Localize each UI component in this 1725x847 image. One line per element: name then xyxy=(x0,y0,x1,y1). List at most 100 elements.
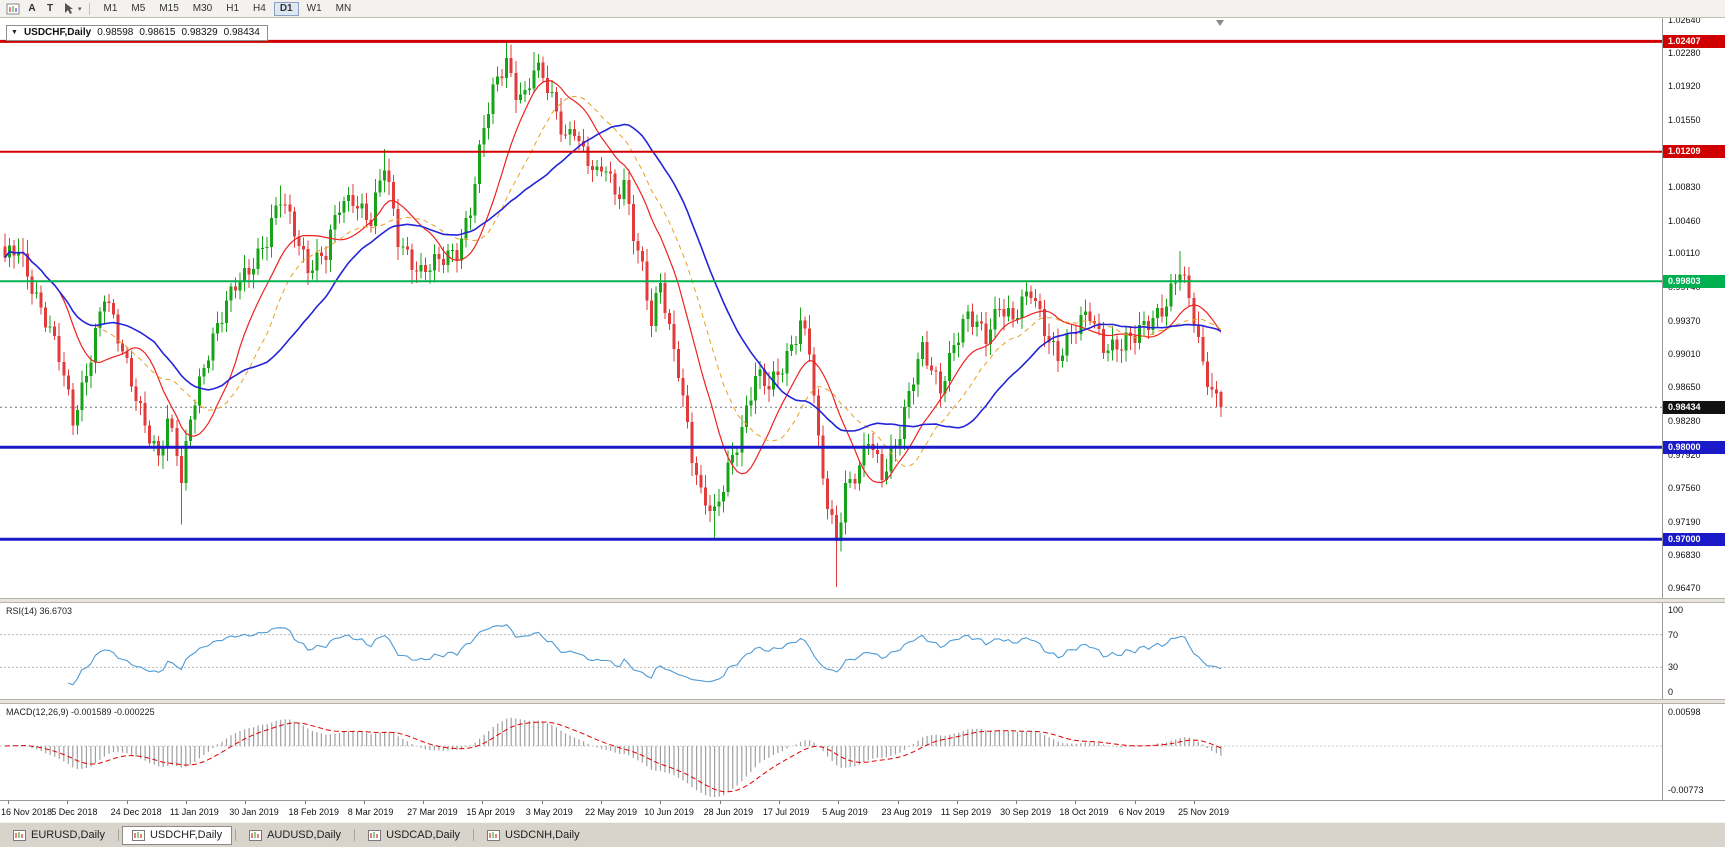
price-tick-label: 1.02640 xyxy=(1668,18,1701,25)
date-label: 25 Nov 2019 xyxy=(1178,807,1230,817)
timeframe-m30-button[interactable]: M30 xyxy=(187,2,218,16)
timeframe-w1-button[interactable]: W1 xyxy=(301,2,328,16)
time-tick xyxy=(67,801,69,804)
ma-13-line[interactable] xyxy=(4,79,1222,484)
time-tick xyxy=(660,801,662,804)
cursor-tool-button[interactable] xyxy=(60,2,78,16)
panel-divider[interactable] xyxy=(0,598,1725,603)
tab-label: EURUSD,Daily xyxy=(31,829,105,841)
macd-canvas[interactable] xyxy=(0,704,1662,800)
price-tick-label: 1.00460 xyxy=(1668,215,1701,226)
ohlc-open-value: 0.98598 xyxy=(97,27,134,38)
level-price-badge: 0.97000 xyxy=(1663,532,1725,546)
macd-axis[interactable]: 0.00598 -0.00773 xyxy=(1662,704,1725,800)
date-label: 24 Dec 2018 xyxy=(110,807,162,817)
date-label: 18 Feb 2019 xyxy=(288,807,340,817)
chart-shift-marker[interactable] xyxy=(1216,20,1224,26)
time-tick xyxy=(956,801,958,804)
time-tick xyxy=(363,801,365,804)
date-label: 27 Mar 2019 xyxy=(407,807,458,817)
current-price-badge: 0.98434 xyxy=(1663,400,1725,414)
tab-eurusd-daily[interactable]: EURUSD,Daily xyxy=(3,826,115,845)
symbol-period-label: USDCHF,Daily xyxy=(23,27,92,38)
panel-divider[interactable] xyxy=(0,699,1725,704)
chart-tab-icon xyxy=(487,829,501,841)
date-label: 11 Jan 2019 xyxy=(169,807,219,817)
text-tool-button[interactable]: T xyxy=(42,2,58,16)
chart-tab-icon xyxy=(131,829,145,841)
chevron-down-icon[interactable]: ▾ xyxy=(78,5,82,13)
ohlc-high-value: 0.98615 xyxy=(139,27,176,38)
main-chart-panel: ▼ USDCHF,Daily 0.98598 0.98615 0.98329 0… xyxy=(0,18,1725,598)
time-tick xyxy=(8,801,9,804)
symbol-dropdown-icon: ▼ xyxy=(11,29,18,36)
date-label: 15 Apr 2019 xyxy=(466,807,515,817)
rsi-label: RSI(14) 36.6703 xyxy=(6,606,73,616)
level-price-badge: 1.02407 xyxy=(1663,34,1725,48)
timeframe-m15-button[interactable]: M15 xyxy=(153,2,184,16)
level-price-badge: 0.98000 xyxy=(1663,440,1725,454)
time-tick xyxy=(778,801,780,804)
time-tick xyxy=(541,801,543,804)
tab-audusd-daily[interactable]: AUDUSD,Daily xyxy=(239,826,351,845)
time-tick xyxy=(482,801,484,804)
rsi-axis[interactable]: 100 70 30 0 xyxy=(1662,603,1725,699)
tab-usdcnh-daily[interactable]: USDCNH,Daily xyxy=(477,826,590,845)
date-label: 5 Dec 2018 xyxy=(51,807,98,817)
time-tick xyxy=(423,801,425,804)
date-label: 10 Jun 2019 xyxy=(644,807,694,817)
timeframe-m5-button[interactable]: M5 xyxy=(125,2,151,16)
date-label: 17 Jul 2019 xyxy=(762,807,810,817)
tab-usdcad-daily[interactable]: USDCAD,Daily xyxy=(358,826,470,845)
time-tick xyxy=(245,801,247,804)
chart-tabs-bar: EURUSD,Daily USDCHF,Daily AUDUSD,Daily USDC… xyxy=(0,822,1725,847)
time-tick xyxy=(719,801,721,804)
date-label: 3 May 2019 xyxy=(525,807,573,817)
toolbar-separator xyxy=(88,2,90,15)
tab-divider xyxy=(117,829,119,841)
date-label: 18 Oct 2019 xyxy=(1059,807,1109,817)
price-tick-label: 0.99370 xyxy=(1668,316,1701,326)
timeframe-m1-button[interactable]: M1 xyxy=(98,2,124,16)
price-tick-label: 0.97560 xyxy=(1668,482,1701,493)
price-tick-label: 1.00110 xyxy=(1668,247,1700,258)
date-label: 28 Jun 2019 xyxy=(703,807,754,817)
time-tick xyxy=(126,801,128,804)
timeframe-h1-button[interactable]: H1 xyxy=(220,2,245,16)
time-tick xyxy=(1075,801,1077,804)
chart-icon[interactable] xyxy=(4,2,22,16)
main-chart-canvas[interactable] xyxy=(0,18,1662,598)
timeframe-mn-button[interactable]: MN xyxy=(330,2,358,16)
date-label: 23 Aug 2019 xyxy=(881,807,933,817)
chart-tab-icon xyxy=(13,829,26,841)
timeframe-d1-button[interactable]: D1 xyxy=(273,1,299,16)
macd-histogram xyxy=(8,717,1222,798)
rsi-canvas[interactable] xyxy=(0,603,1662,699)
price-tick-label: 0.99010 xyxy=(1668,349,1701,360)
chart-title-box[interactable]: ▼ USDCHF,Daily 0.98598 0.98615 0.98329 0… xyxy=(6,25,268,41)
rsi-line xyxy=(68,624,1222,686)
macd-panel: MACD(12,26,9) -0.001589 -0.000225 0.0059… xyxy=(0,704,1725,800)
time-tick xyxy=(838,801,840,804)
date-label: 30 Jan 2019 xyxy=(229,807,279,817)
arrow-style-button[interactable]: A xyxy=(24,2,40,16)
ma-34-line[interactable] xyxy=(4,123,1222,432)
price-tick-label: 0.98650 xyxy=(1668,382,1701,393)
timeframe-h4-button[interactable]: H4 xyxy=(247,2,272,16)
rsi-tick-label: 100 xyxy=(1668,605,1684,615)
time-tick xyxy=(897,801,899,804)
tab-label: USDCAD,Daily xyxy=(386,829,461,841)
time-axis[interactable]: 16 Nov 2018 5 Dec 2018 24 Dec 2018 11 Jan 2… xyxy=(0,800,1725,822)
price-axis[interactable]: 1.026401.022801.019201.015501.011901.008… xyxy=(1662,18,1725,598)
price-tick-label: 1.01920 xyxy=(1668,81,1701,92)
level-price-badge: 1.01209 xyxy=(1663,145,1725,159)
tab-usdchf-daily[interactable]: USDCHF,Daily xyxy=(121,825,233,845)
macd-tick-label: 0.00598 xyxy=(1668,707,1701,717)
rsi-tick-label: 30 xyxy=(1668,662,1679,673)
tab-label: USDCNH,Daily xyxy=(505,829,580,841)
cursor-icon xyxy=(65,3,73,14)
ma-21-line[interactable] xyxy=(4,95,1222,467)
tab-divider xyxy=(354,829,356,841)
date-label: 5 Aug 2019 xyxy=(822,807,868,817)
